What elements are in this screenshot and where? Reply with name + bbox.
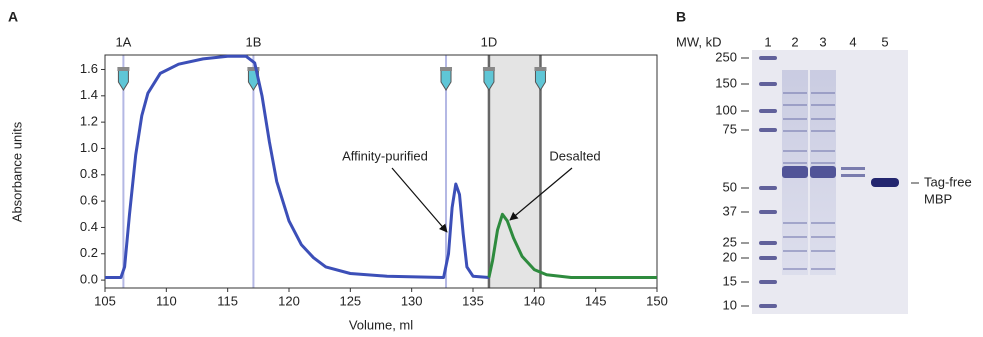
x-tick-label: 140 xyxy=(523,293,545,308)
lane-label: 3 xyxy=(819,34,826,49)
y-tick-label: 1.0 xyxy=(80,140,98,155)
mw-label: 250 xyxy=(715,49,737,64)
ladder-band xyxy=(759,82,777,86)
lane-band xyxy=(811,130,835,132)
data-line xyxy=(105,56,489,277)
mw-label: 150 xyxy=(715,75,737,90)
lane-band xyxy=(811,104,835,106)
annotation: Desalted xyxy=(549,148,600,163)
plot-frame xyxy=(105,55,657,288)
lane-band xyxy=(783,236,807,238)
lane-band xyxy=(841,174,865,177)
band-label: MBP xyxy=(924,191,952,206)
lane-band xyxy=(783,92,807,94)
highlight-region xyxy=(489,55,541,288)
figure: A B Volume, ml Absorbance units MW, kD 1… xyxy=(0,0,983,337)
mw-label: 50 xyxy=(723,179,737,194)
x-tick-label: 130 xyxy=(401,293,423,308)
x-tick-label: 110 xyxy=(156,293,177,308)
mw-label: 20 xyxy=(723,249,737,264)
mw-label: 25 xyxy=(723,234,737,249)
y-tick-label: 0.6 xyxy=(80,193,98,208)
ladder-band xyxy=(759,210,777,214)
tube-cap xyxy=(483,67,495,71)
y-tick-label: 0.0 xyxy=(80,272,98,287)
lane-band xyxy=(811,250,835,252)
ladder-band xyxy=(759,256,777,260)
tube-icon xyxy=(441,70,451,90)
ladder-band xyxy=(759,109,777,113)
panel-label: B xyxy=(676,9,686,25)
fraction-label: 1A xyxy=(115,34,131,49)
lane-band xyxy=(783,150,807,152)
lane-band xyxy=(783,250,807,252)
lane-band xyxy=(783,104,807,106)
lane-band xyxy=(783,268,807,270)
lane-band xyxy=(871,178,899,187)
lane-label: 2 xyxy=(791,34,798,49)
y-tick-label: 0.2 xyxy=(80,245,98,260)
y-tick-label: 0.8 xyxy=(80,166,98,181)
y-axis-label: Absorbance units xyxy=(9,121,24,222)
x-tick-label: 145 xyxy=(585,293,607,308)
lane-label: 1 xyxy=(764,34,771,49)
x-tick-label: 150 xyxy=(646,293,668,308)
ladder-band xyxy=(759,56,777,60)
x-tick-label: 135 xyxy=(462,293,484,308)
mw-label: 37 xyxy=(723,203,737,218)
lane-band xyxy=(783,118,807,120)
fraction-label: 1B xyxy=(245,34,261,49)
y-tick-label: 1.6 xyxy=(80,61,98,76)
lane-band xyxy=(811,222,835,224)
mw-label: 15 xyxy=(723,273,737,288)
lane-band xyxy=(783,222,807,224)
lane-band xyxy=(811,162,835,164)
x-axis-label: Volume, ml xyxy=(349,317,413,332)
lane-band xyxy=(783,130,807,132)
tube-cap xyxy=(117,67,129,71)
y-tick-label: 1.2 xyxy=(80,114,98,129)
lane-band xyxy=(783,162,807,164)
x-tick-label: 125 xyxy=(339,293,361,308)
tube-cap xyxy=(440,67,452,71)
lane-band xyxy=(810,166,836,178)
mw-label: 100 xyxy=(715,102,737,117)
gel-header: MW, kD xyxy=(676,34,722,49)
lane-label: 4 xyxy=(849,34,856,49)
lane-band xyxy=(811,236,835,238)
tube-icon xyxy=(118,70,128,90)
x-tick-label: 105 xyxy=(94,293,116,308)
lane-band xyxy=(811,92,835,94)
lane-band xyxy=(841,167,865,170)
x-tick-label: 120 xyxy=(278,293,300,308)
lane-band xyxy=(782,166,808,178)
tube-cap xyxy=(534,67,546,71)
panel-label: A xyxy=(8,9,18,25)
band-label: Tag-free xyxy=(924,174,972,189)
annotation: Affinity-purified xyxy=(342,148,428,163)
lane-band xyxy=(811,268,835,270)
ladder-band xyxy=(759,304,777,308)
fraction-label: 1D xyxy=(481,34,498,49)
lane-band xyxy=(811,118,835,120)
lane-band xyxy=(811,150,835,152)
lane-label: 5 xyxy=(881,34,888,49)
x-tick-label: 115 xyxy=(217,293,238,308)
ladder-band xyxy=(759,280,777,284)
mw-label: 10 xyxy=(723,297,737,312)
y-tick-label: 1.4 xyxy=(80,87,98,102)
annotation-arrow xyxy=(392,168,447,232)
mw-label: 75 xyxy=(723,121,737,136)
ladder-band xyxy=(759,128,777,132)
ladder-band xyxy=(759,186,777,190)
y-tick-label: 0.4 xyxy=(80,219,98,234)
ladder-band xyxy=(759,241,777,245)
